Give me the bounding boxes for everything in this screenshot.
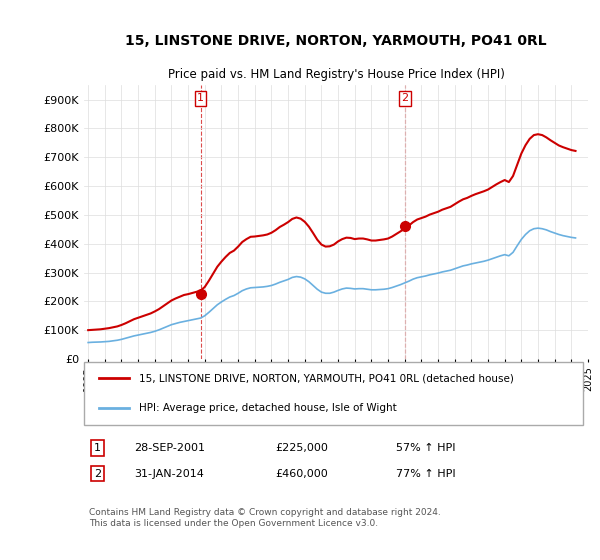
Text: HPI: Average price, detached house, Isle of Wight: HPI: Average price, detached house, Isle… [139,403,397,413]
Text: £460,000: £460,000 [275,469,328,479]
Text: 57% ↑ HPI: 57% ↑ HPI [397,443,456,453]
FancyBboxPatch shape [84,362,583,424]
Text: 15, LINSTONE DRIVE, NORTON, YARMOUTH, PO41 0RL (detached house): 15, LINSTONE DRIVE, NORTON, YARMOUTH, PO… [139,373,514,383]
Text: £225,000: £225,000 [275,443,328,453]
Text: 2: 2 [401,94,408,104]
Text: 31-JAN-2014: 31-JAN-2014 [134,469,204,479]
Text: 77% ↑ HPI: 77% ↑ HPI [397,469,456,479]
Text: 2: 2 [94,469,101,479]
Text: 1: 1 [197,94,204,104]
Text: Price paid vs. HM Land Registry's House Price Index (HPI): Price paid vs. HM Land Registry's House … [167,68,505,81]
Text: 15, LINSTONE DRIVE, NORTON, YARMOUTH, PO41 0RL: 15, LINSTONE DRIVE, NORTON, YARMOUTH, PO… [125,34,547,48]
Text: Contains HM Land Registry data © Crown copyright and database right 2024.
This d: Contains HM Land Registry data © Crown c… [89,508,441,528]
Text: 28-SEP-2001: 28-SEP-2001 [134,443,205,453]
Text: 1: 1 [94,443,101,453]
